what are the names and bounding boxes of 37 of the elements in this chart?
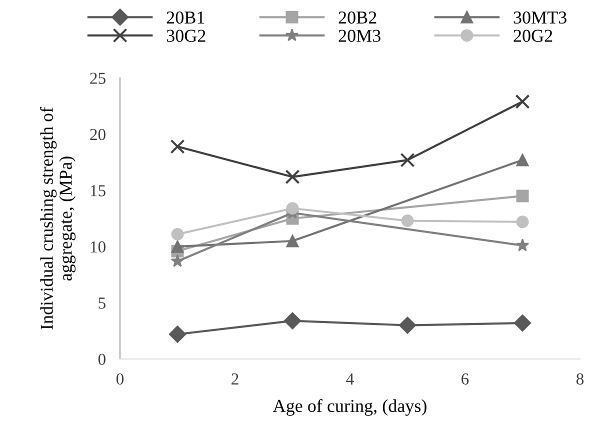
y-tick-label: 20 — [90, 128, 106, 140]
x-tick-label: 6 — [462, 373, 469, 385]
y-tick-label: 5 — [98, 298, 106, 309]
legend-label: 20B2 — [338, 11, 376, 24]
legend-label: 30MT3 — [514, 11, 566, 24]
legend-label: 20B1 — [166, 11, 204, 24]
y-tick-label: 25 — [90, 72, 106, 84]
legend-label: 30G2 — [166, 30, 206, 42]
point — [286, 202, 299, 215]
legend-label: 20M3 — [338, 30, 380, 42]
point — [516, 238, 530, 252]
point — [171, 240, 184, 253]
y-tick-label: 10 — [90, 241, 106, 253]
x-tick-label: 0 — [116, 373, 124, 385]
y-axis-title: Individual crushing strength of aggregate, (MPa) — [40, 106, 76, 330]
point — [514, 314, 532, 332]
y-tick-label: 15 — [90, 185, 106, 196]
point — [286, 234, 299, 248]
point — [516, 154, 529, 166]
point — [516, 216, 529, 228]
x-tick-label: 4 — [346, 373, 354, 384]
point — [168, 326, 186, 343]
point — [170, 254, 184, 267]
legend-label: 20G2 — [514, 30, 552, 42]
point — [515, 94, 530, 109]
point — [170, 139, 185, 154]
point — [171, 228, 184, 240]
point — [400, 152, 415, 168]
point — [398, 316, 416, 334]
y-tick-label: 0 — [98, 354, 106, 365]
x-tick-label: 8 — [576, 373, 584, 385]
point — [401, 214, 414, 227]
point — [284, 312, 302, 330]
x-tick-label: 2 — [232, 373, 238, 384]
point — [285, 170, 300, 184]
x-axis-title: Age of curing, (days) — [272, 399, 426, 416]
point — [516, 190, 529, 202]
